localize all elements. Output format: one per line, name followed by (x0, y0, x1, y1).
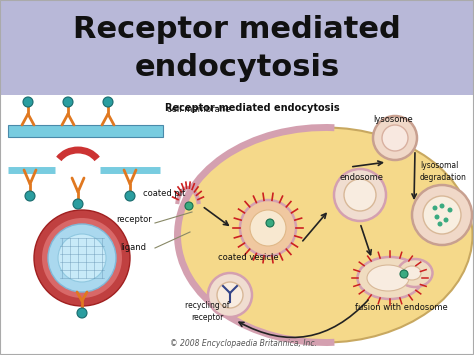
Circle shape (412, 185, 472, 245)
Ellipse shape (177, 127, 473, 343)
Text: endosome: endosome (340, 173, 384, 182)
Text: lysosome: lysosome (373, 115, 413, 124)
Ellipse shape (357, 257, 422, 299)
Text: ligand: ligand (120, 243, 146, 252)
Circle shape (432, 206, 438, 211)
Text: © 2008 Encyclopaedia Britannica, Inc.: © 2008 Encyclopaedia Britannica, Inc. (170, 339, 317, 348)
Text: Receptor mediated: Receptor mediated (73, 16, 401, 44)
Circle shape (208, 273, 252, 317)
Text: fusion with endosome: fusion with endosome (355, 303, 448, 312)
Text: Receptor-mediated endocytosis: Receptor-mediated endocytosis (165, 103, 340, 113)
Circle shape (373, 116, 417, 160)
Text: cell membrane: cell membrane (167, 105, 230, 114)
Bar (8, 125, 163, 137)
Circle shape (23, 97, 33, 107)
Text: lysosomal
degradation: lysosomal degradation (420, 161, 467, 182)
Circle shape (344, 179, 376, 211)
Ellipse shape (398, 259, 432, 287)
Circle shape (48, 224, 116, 292)
Circle shape (423, 196, 461, 234)
Circle shape (103, 97, 113, 107)
Text: endocytosis: endocytosis (134, 54, 340, 82)
Circle shape (63, 97, 73, 107)
Text: recycling of
receptor: recycling of receptor (185, 301, 229, 322)
Bar (0, 0, 474, 95)
Circle shape (400, 270, 408, 278)
Circle shape (217, 282, 243, 308)
Circle shape (439, 203, 445, 208)
Circle shape (185, 202, 193, 210)
Circle shape (444, 218, 448, 223)
Text: coated vesicle: coated vesicle (218, 253, 278, 262)
Ellipse shape (403, 266, 421, 280)
Circle shape (125, 191, 135, 201)
Circle shape (34, 210, 130, 306)
Text: receptor: receptor (116, 215, 152, 224)
Circle shape (438, 222, 443, 226)
Ellipse shape (367, 265, 409, 291)
Circle shape (447, 208, 453, 213)
Circle shape (58, 234, 106, 282)
Circle shape (435, 214, 439, 219)
Bar (0, 95, 474, 355)
Circle shape (250, 210, 286, 246)
Circle shape (382, 125, 408, 151)
Circle shape (334, 169, 386, 221)
Circle shape (266, 219, 274, 227)
Text: coated pit: coated pit (143, 189, 185, 198)
Circle shape (42, 218, 122, 298)
Circle shape (73, 199, 83, 209)
Circle shape (25, 191, 35, 201)
Circle shape (240, 200, 296, 256)
Circle shape (77, 308, 87, 318)
